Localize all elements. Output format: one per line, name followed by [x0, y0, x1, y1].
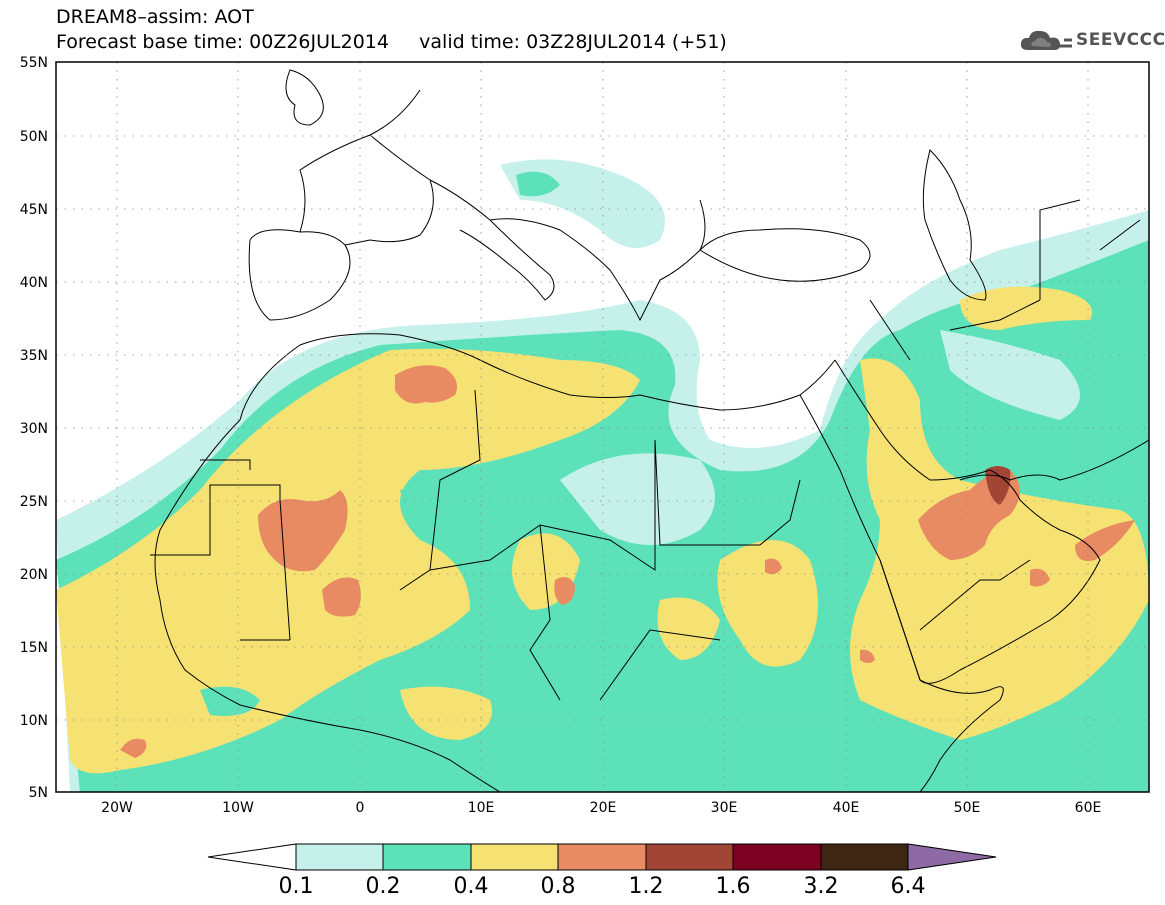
x-tick-label: 10W	[222, 800, 254, 816]
x-tick-label: 20E	[590, 800, 617, 816]
logo-text: SEEVCCC	[1076, 30, 1165, 50]
colorbar-segment	[732, 843, 822, 871]
aot-field	[56, 62, 1149, 792]
colorbar-label: 0.4	[454, 874, 489, 899]
y-axis: 55N 50N 45N 40N 35N 30N 25N 20N 15N 10N …	[20, 55, 48, 801]
colorbar-label: 1.2	[629, 874, 664, 899]
y-tick-label: 50N	[20, 129, 48, 145]
y-tick-label: 10N	[20, 713, 48, 729]
colorbar-high-arrow	[907, 843, 997, 871]
colorbar-segment	[295, 843, 384, 871]
colorbar-segment	[820, 843, 909, 871]
colorbar-label: 0.1	[279, 874, 314, 899]
colorbar-segment	[382, 843, 472, 871]
x-tick-label: 0	[356, 800, 365, 816]
map-frame	[55, 61, 1150, 793]
map-grid	[56, 62, 1149, 792]
y-tick-label: 20N	[20, 567, 48, 583]
colorbar-segment	[557, 843, 647, 871]
x-axis: 20W 10W 0 10E 20E 30E 40E 50E 60E	[101, 800, 1101, 816]
colorbar: 0.1 0.2 0.4 0.8 1.2 1.6 3.2 6.4	[207, 843, 997, 899]
colorbar-label: 3.2	[804, 874, 839, 899]
y-tick-label: 45N	[20, 202, 48, 218]
colorbar-low-arrow	[207, 843, 297, 871]
y-tick-label: 30N	[20, 421, 48, 437]
x-tick-label: 20W	[101, 800, 133, 816]
x-tick-label: 60E	[1075, 800, 1102, 816]
y-tick-label: 55N	[20, 55, 48, 71]
y-tick-label: 35N	[20, 348, 48, 364]
map-title: DREAM8–assim: AOT	[56, 6, 254, 28]
x-tick-label: 50E	[954, 800, 981, 816]
colorbar-label: 0.8	[541, 874, 576, 899]
x-tick-label: 40E	[833, 800, 860, 816]
colorbar-label: 0.2	[366, 874, 401, 899]
x-tick-label: 10E	[468, 800, 495, 816]
colorbar-segment	[470, 843, 559, 871]
y-tick-label: 40N	[20, 275, 48, 291]
y-tick-label: 25N	[20, 494, 48, 510]
colorbar-label: 6.4	[891, 874, 926, 899]
map-subtitle: Forecast base time: 00Z26JUL2014 valid t…	[56, 31, 727, 53]
cloud-icon	[1020, 30, 1072, 50]
colorbar-label: 1.6	[716, 874, 751, 899]
y-tick-label: 15N	[20, 640, 48, 656]
y-tick-label: 5N	[29, 785, 48, 801]
seevccc-logo: SEEVCCC	[1018, 26, 1165, 54]
x-tick-label: 30E	[711, 800, 738, 816]
colorbar-segment	[645, 843, 734, 871]
